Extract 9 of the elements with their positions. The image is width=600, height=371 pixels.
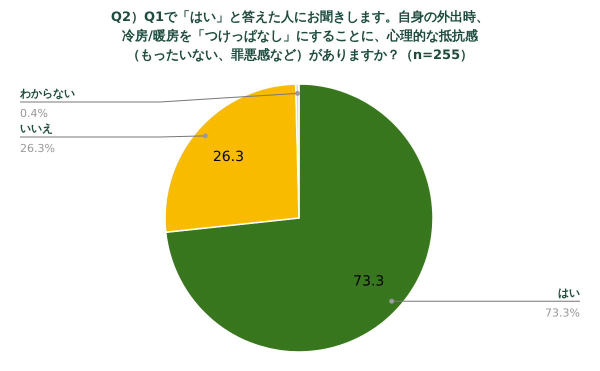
text: 26.3 [212,149,244,166]
data-label: 26.3% [20,142,55,155]
slice-label: はい [558,286,580,300]
slice-label: わからない [19,87,75,100]
data-label: 0.4% [20,107,48,120]
chart-title: Q2）Q1で「はい」と答えた人にお聞きします。自身の外出時、冷房/暖房を「つけっぱなし」にすることに、心理的な抵抗感（もったいない、罪悪感など）がありますか？（n=255） [110,9,490,65]
text: 73.3 [353,274,384,290]
slice-label: いいえ [20,122,53,135]
data-label: 73.3% [545,306,580,320]
